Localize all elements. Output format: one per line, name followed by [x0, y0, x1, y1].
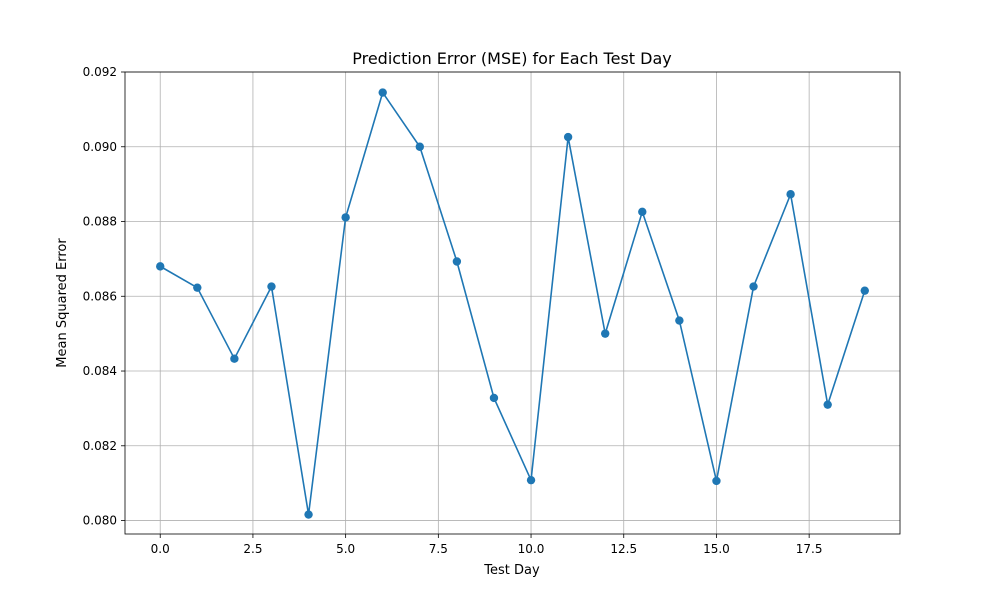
y-tick-label: 0.086: [83, 289, 117, 303]
data-point: [378, 88, 387, 97]
x-tick-label: 17.5: [796, 542, 823, 556]
x-tick-label: 2.5: [243, 542, 262, 556]
data-point: [526, 475, 536, 485]
data-point: [230, 354, 239, 363]
y-axis: 0.080 0.082 0.084 0.086 0.088 0.090 0.092: [83, 65, 125, 528]
y-axis-label: Mean Squared Error: [55, 238, 70, 368]
data-point: [156, 262, 165, 271]
plot-frame: [124, 71, 901, 535]
y-tick-label: 0.082: [83, 439, 117, 453]
data-point: [601, 329, 610, 338]
y-tick-label: 0.084: [83, 364, 117, 378]
data-point: [638, 207, 647, 216]
chart-title: Prediction Error (MSE) for Each Test Day: [352, 49, 672, 68]
y-tick-label: 0.092: [83, 65, 117, 79]
data-point: [489, 393, 499, 403]
grid: [125, 71, 900, 534]
x-tick-label: 0.0: [151, 542, 170, 556]
x-axis-label: Test Day: [483, 563, 540, 578]
x-tick-label: 7.5: [429, 542, 448, 556]
x-tick-label: 15.0: [703, 542, 730, 556]
data-point: [749, 282, 758, 291]
data-point: [860, 286, 869, 295]
data-point: [823, 400, 832, 409]
y-tick-label: 0.088: [83, 215, 117, 229]
y-tick-label: 0.090: [83, 140, 117, 154]
series-group: [156, 88, 869, 519]
y-tick-label: 0.080: [83, 514, 117, 528]
x-axis: 0.0 2.5 5.0 7.5 10.0 12.5 15.0 17.5: [151, 534, 823, 556]
data-point: [193, 283, 202, 292]
x-tick-label: 12.5: [610, 542, 637, 556]
data-point: [452, 257, 462, 266]
data-point: [267, 282, 276, 291]
data-point: [712, 476, 721, 486]
data-point: [341, 213, 350, 222]
data-point: [563, 132, 573, 142]
x-tick-label: 5.0: [336, 542, 355, 556]
data-point: [675, 316, 684, 325]
data-point: [304, 510, 313, 519]
x-tick-label: 10.0: [518, 542, 545, 556]
series-line: [159, 90, 866, 515]
data-point: [415, 142, 424, 151]
data-point: [786, 190, 795, 199]
